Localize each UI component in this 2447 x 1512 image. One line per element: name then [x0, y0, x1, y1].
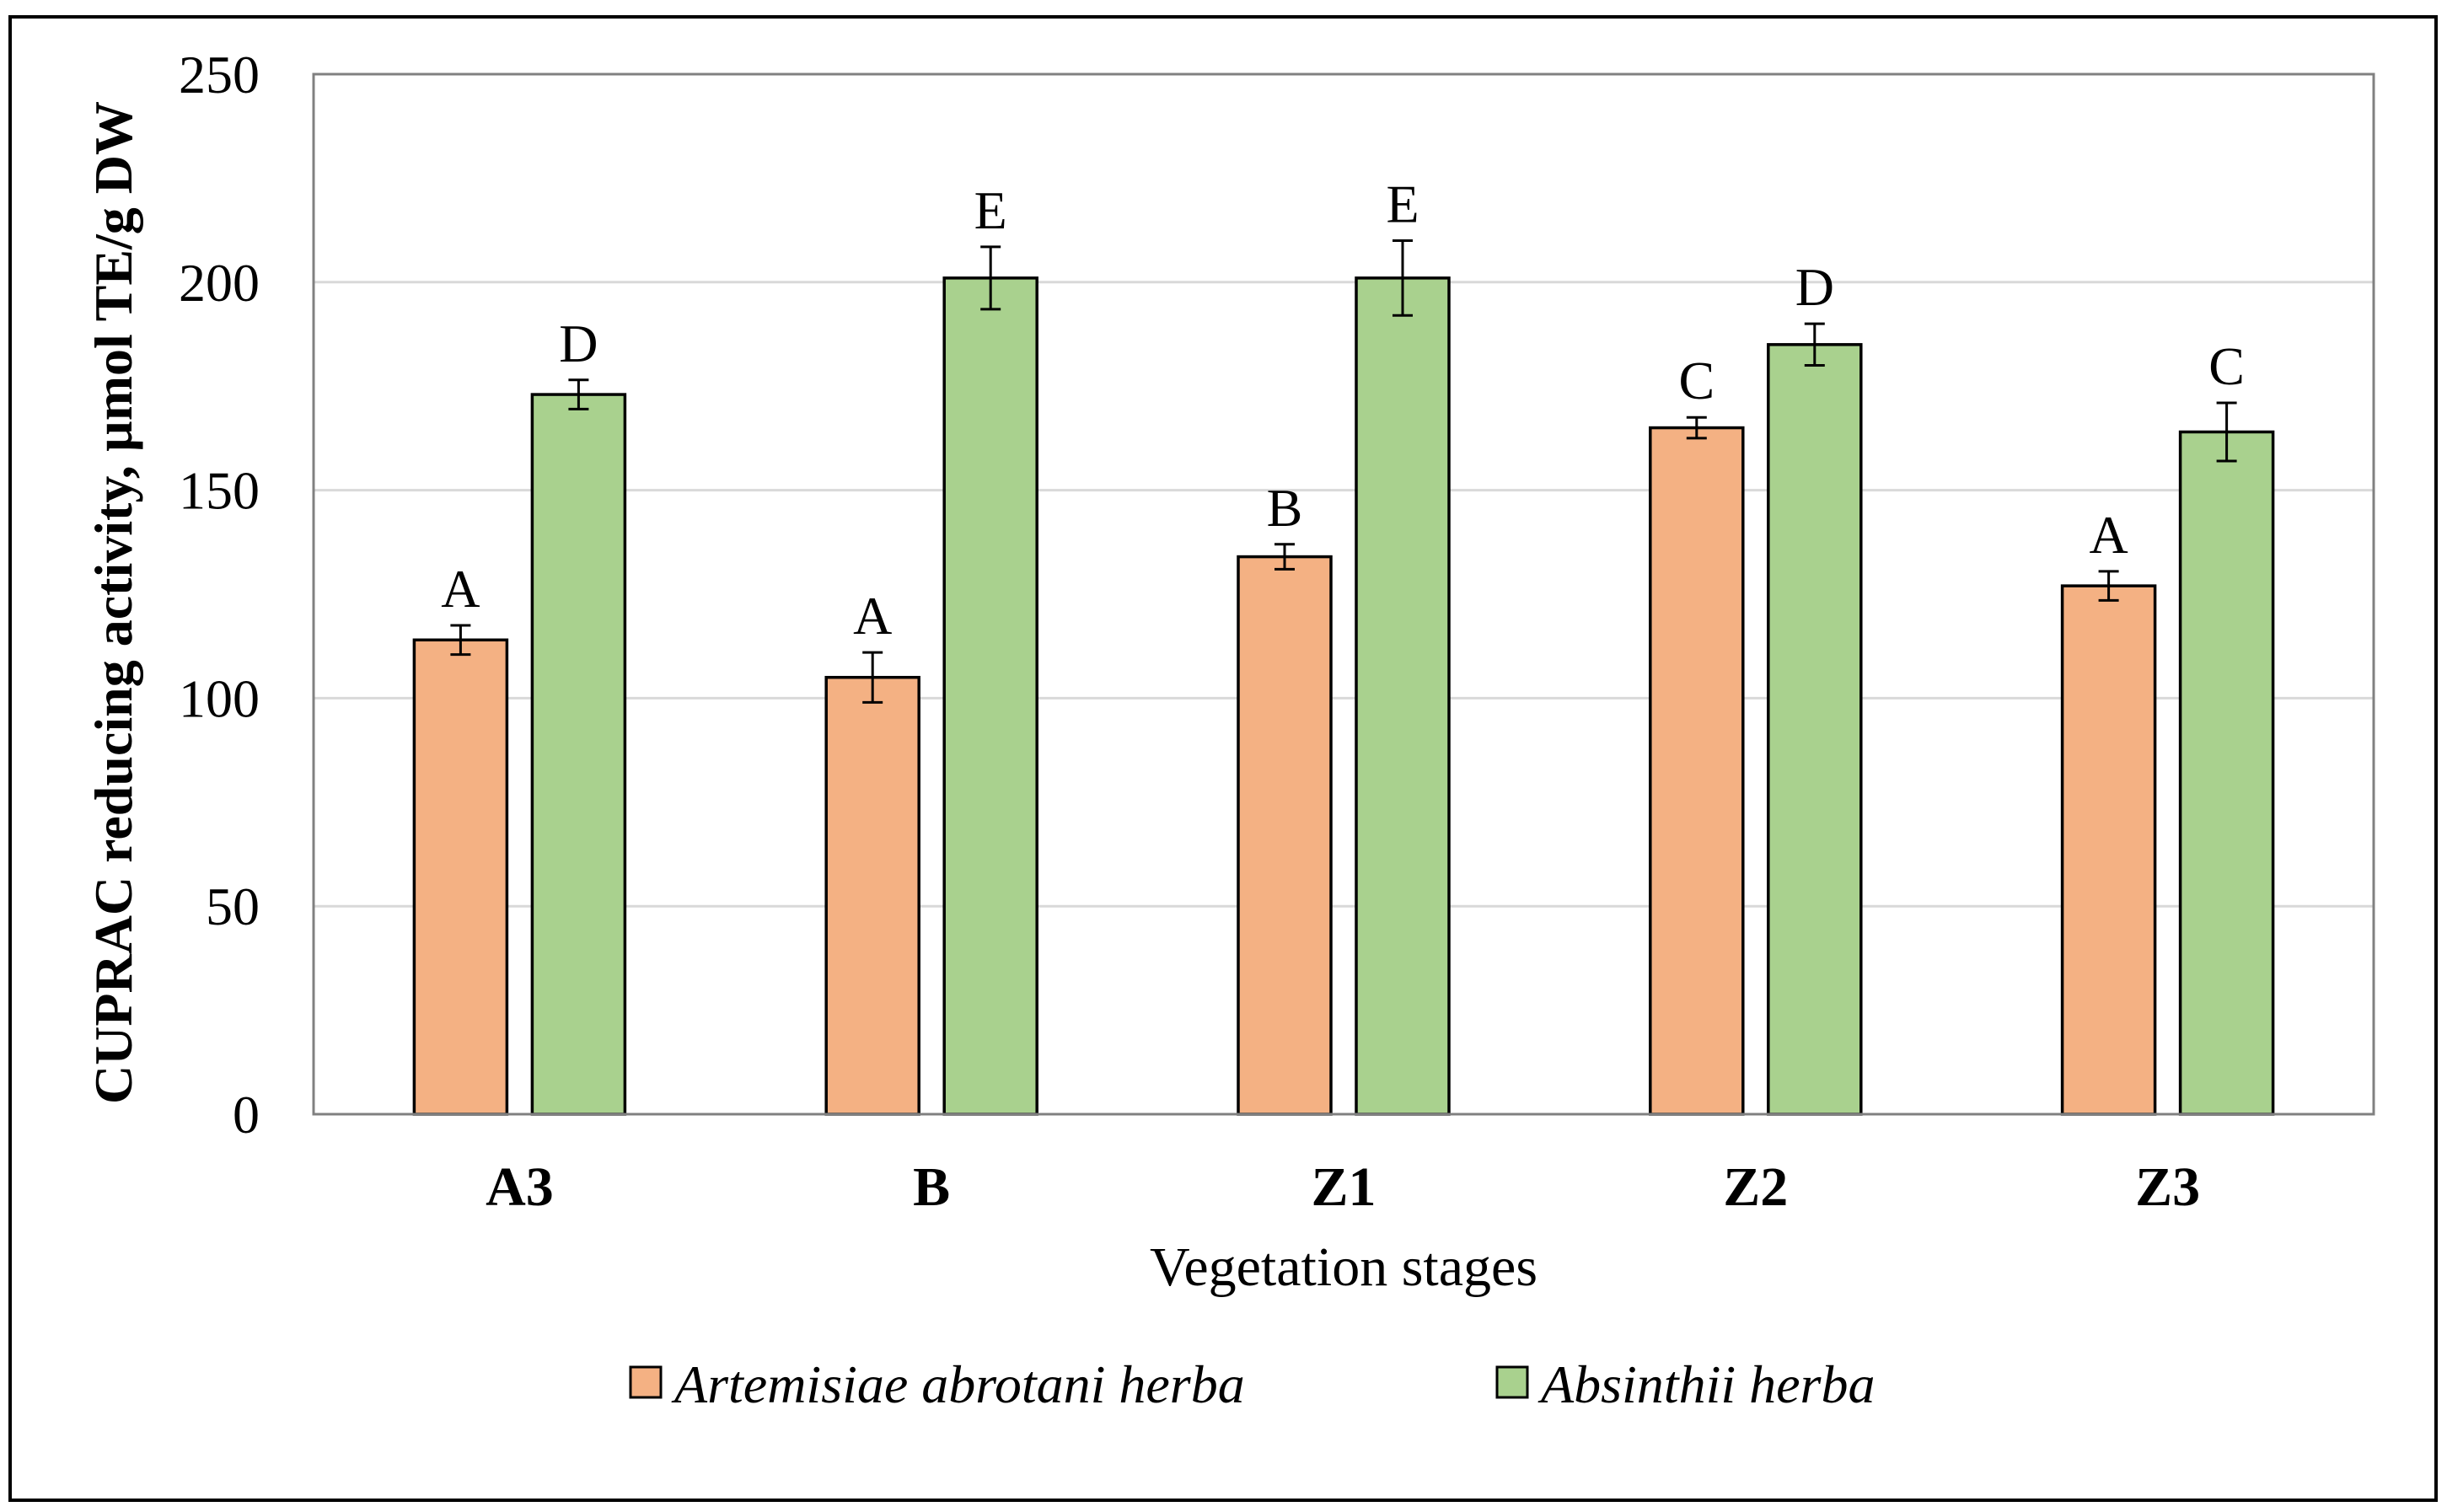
y-tick-label: 200 — [179, 253, 260, 313]
significance-letter: D — [1795, 257, 1834, 317]
legend-swatch-absinthii — [1495, 1365, 1529, 1399]
bar-z3-series-1 — [2178, 430, 2275, 1116]
y-tick-label: 250 — [179, 45, 260, 105]
significance-letters: A D A E B E C D A C — [441, 174, 2245, 646]
x-tick-label-z3: Z3 — [2135, 1156, 2200, 1218]
legend-swatch-artemisiae — [629, 1365, 663, 1399]
x-tick-label-z2: Z2 — [1723, 1156, 1788, 1218]
x-axis-categories: A3 B Z1 Z2 Z3 — [486, 1156, 2200, 1218]
legend: Artemisiae abrotani herba Absinthii herb… — [629, 1354, 1875, 1414]
bar-z1-series-0 — [1237, 555, 1333, 1116]
significance-letter: E — [974, 180, 1007, 240]
bar-z2-series-1 — [1767, 343, 1863, 1116]
x-tick-label-a3: A3 — [486, 1156, 554, 1218]
bars — [412, 276, 2275, 1116]
bar-z1-series-1 — [1355, 276, 1451, 1116]
significance-letter: B — [1267, 478, 1303, 538]
bar-b-series-0 — [824, 675, 920, 1116]
x-axis-title: Vegetation stages — [1150, 1236, 1537, 1298]
bar-z3-series-0 — [2060, 584, 2157, 1116]
y-axis-title: CUPRAC reducing activity, µmol TE/g DW — [83, 101, 143, 1104]
bar-a3-series-0 — [412, 638, 509, 1116]
significance-letter: C — [1678, 351, 1715, 410]
x-tick-label-z1: Z1 — [1311, 1156, 1376, 1218]
significance-letter: C — [2208, 336, 2245, 396]
y-axis-ticks: 0 50 100 150 200 250 — [179, 45, 260, 1145]
legend-label-absinthii: Absinthii herba — [1537, 1354, 1875, 1414]
significance-letter: E — [1386, 174, 1419, 233]
y-tick-label: 100 — [179, 668, 260, 728]
gridlines — [314, 281, 2374, 908]
error-bars — [450, 239, 2237, 704]
x-tick-label-b: B — [913, 1156, 950, 1218]
significance-letter: A — [853, 586, 892, 646]
legend-label-artemisiae: Artemisiae abrotani herba — [671, 1354, 1245, 1414]
bar-b-series-1 — [942, 276, 1038, 1116]
significance-letter: D — [559, 314, 598, 373]
significance-letter: A — [2089, 505, 2128, 565]
significance-letter: A — [441, 559, 480, 619]
bar-a3-series-1 — [530, 393, 627, 1116]
y-tick-label: 50 — [206, 877, 260, 936]
y-tick-label: 150 — [179, 461, 260, 521]
bar-z2-series-0 — [1649, 426, 1745, 1116]
y-tick-label: 0 — [233, 1085, 260, 1145]
